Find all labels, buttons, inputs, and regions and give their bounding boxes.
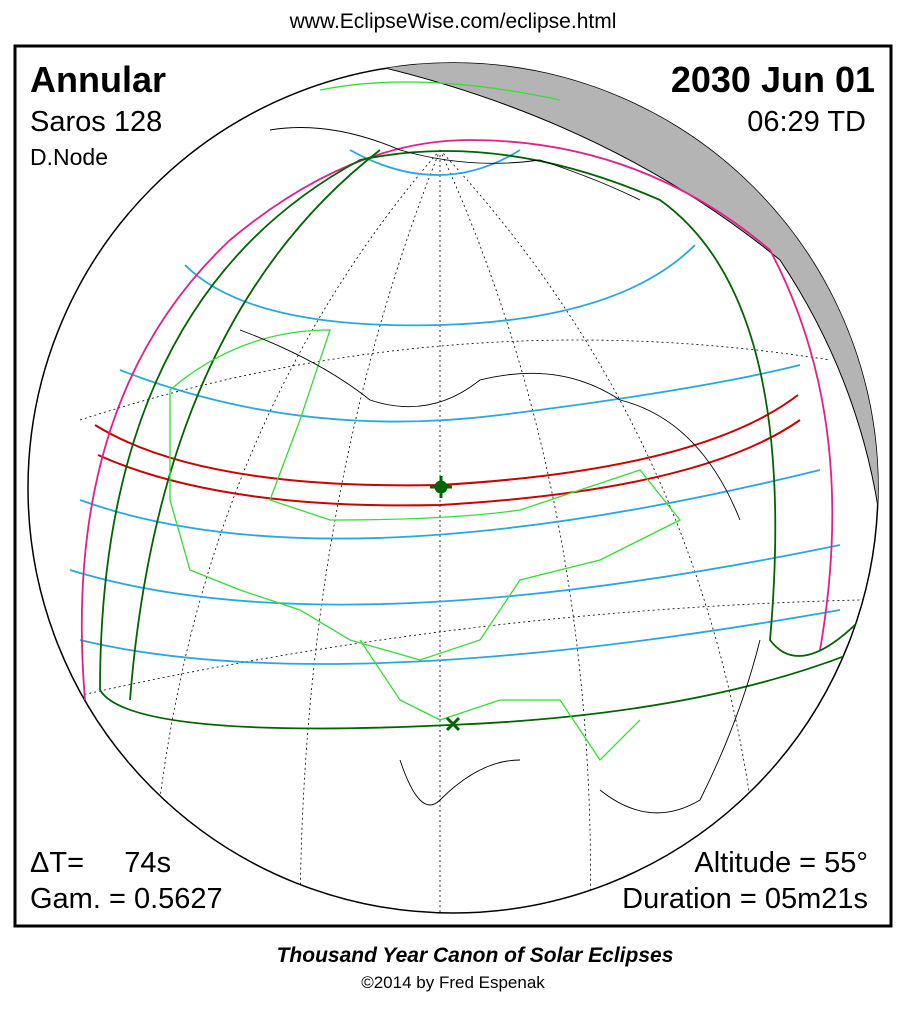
date: 2030 Jun 01 bbox=[671, 59, 875, 100]
duration: Duration = 05m21s bbox=[622, 883, 868, 915]
delta-t: ΔT= 74s bbox=[30, 847, 171, 879]
url: www.EclipseWise.com/eclipse.html bbox=[289, 10, 617, 33]
eclipse-type: Annular bbox=[30, 59, 166, 100]
saros: Saros 128 bbox=[30, 106, 162, 138]
greatest-eclipse bbox=[430, 476, 461, 732]
credit: ©2014 by Fred Espenak bbox=[361, 973, 545, 992]
gamma: Gam. = 0.5627 bbox=[30, 883, 223, 915]
footer-title: Thousand Year Canon of Solar Eclipses bbox=[277, 944, 674, 967]
altitude: Altitude = 55° bbox=[694, 847, 868, 879]
time: 06:29 TD bbox=[747, 106, 866, 138]
node: D.Node bbox=[30, 144, 108, 170]
